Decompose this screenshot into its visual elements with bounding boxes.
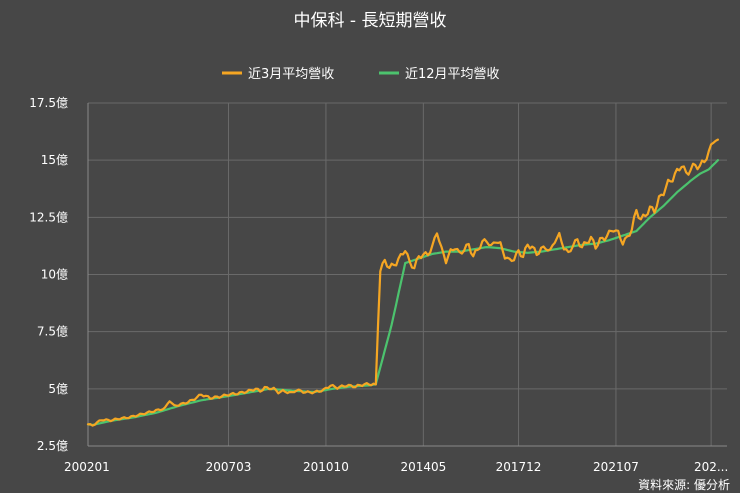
axes: 2.5億 5億 7.5億 10億 12.5億 15億 17.5億 200201 200703 20…: [29, 96, 728, 474]
grid: [87, 102, 727, 447]
series-line-0: [86, 138, 719, 427]
source-label: 資料來源: 優分析: [638, 478, 730, 492]
y-tick-label: 2.5億: [37, 439, 68, 453]
chart-title: 中保科 - 長短期營收: [294, 11, 447, 31]
series-layer: [86, 138, 719, 427]
x-tick-label: 201010: [303, 460, 349, 474]
x-tick-label: 200703: [206, 460, 252, 474]
legend-label-0: 近3月平均營收: [248, 67, 334, 82]
x-tick-label: 202107: [593, 460, 639, 474]
x-tick-label: 200201: [64, 460, 110, 474]
y-tick-label: 7.5億: [37, 325, 68, 339]
y-tick-label: 15億: [41, 153, 68, 167]
y-tick-label: 5億: [48, 382, 68, 396]
series-line-1: [86, 159, 719, 427]
legend-label-1: 近12月平均營收: [405, 67, 500, 82]
y-tick-label: 10億: [41, 268, 68, 282]
x-tick-label: 201405: [400, 460, 446, 474]
x-tick-label: 202...: [694, 460, 728, 474]
legend: 近3月平均營收 近12月平均營收: [222, 67, 500, 82]
y-tick-label: 12.5億: [29, 210, 68, 224]
x-tick-label: 201712: [496, 460, 542, 474]
y-tick-label: 17.5億: [29, 96, 68, 110]
